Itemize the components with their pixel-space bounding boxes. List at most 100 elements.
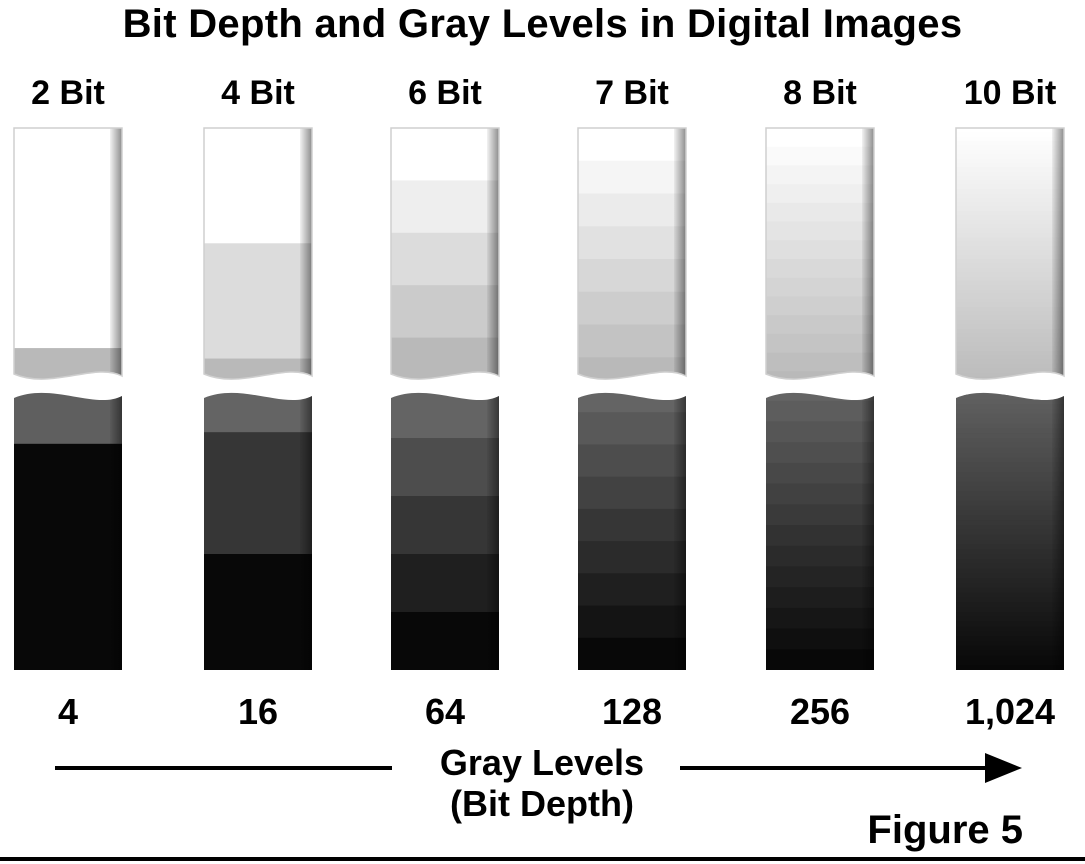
gray-step (956, 467, 1064, 473)
gray-step (956, 650, 1064, 657)
gray-step (578, 508, 686, 543)
gray-step (956, 583, 1064, 589)
gray-step (956, 423, 1064, 430)
bar-outline (390, 127, 500, 380)
gray-step (956, 272, 1064, 278)
gray-step (956, 167, 1064, 173)
gray-step (956, 298, 1064, 304)
gray-step (956, 346, 1064, 352)
gray-step (766, 146, 874, 167)
gray-level-count: 16 (238, 691, 278, 732)
gray-step (391, 392, 499, 439)
gray-step (578, 444, 686, 478)
gray-step (956, 621, 1064, 628)
gray-step (956, 180, 1064, 186)
gray-step (766, 371, 874, 380)
gray-step (956, 386, 1064, 391)
gray-step (956, 486, 1064, 493)
gray-step (14, 128, 122, 350)
gray-step (766, 333, 874, 354)
gray-step (578, 128, 686, 162)
gray-step (956, 136, 1064, 143)
gray-step (956, 607, 1064, 613)
gray-step (578, 324, 686, 359)
gray-step (956, 655, 1064, 662)
gray-step (956, 154, 1064, 160)
gray-step (14, 392, 122, 445)
figure-label: Figure 5 (867, 808, 1023, 852)
diagram-title: Bit Depth and Gray Levels in Digital Ima… (122, 2, 963, 46)
gray-step (766, 628, 874, 651)
bar-side-shade (674, 392, 686, 670)
gray-step (956, 355, 1064, 361)
bar-outline (13, 127, 123, 380)
bar-side-shade (862, 392, 874, 670)
gray-step (956, 350, 1064, 357)
gray-step (956, 496, 1064, 502)
axis-label: Gray Levels (Bit Depth) (392, 742, 692, 824)
gray-step (956, 333, 1064, 339)
gray-step (766, 392, 874, 402)
gray-level-count: 4 (58, 691, 78, 732)
gray-step (956, 399, 1064, 406)
bit-depth-label: 10 Bit (964, 74, 1057, 112)
gray-level-count: 128 (602, 691, 662, 732)
gray-step (766, 442, 874, 464)
gray-step (956, 289, 1064, 295)
gray-step (956, 660, 1064, 667)
gray-step (956, 631, 1064, 638)
gray-step (766, 483, 874, 506)
columns-layer: 2 Bit 4 4 Bit 16 6 Bit 64 7 Bit 128 8 Bit 256 10 B… (13, 74, 1065, 732)
axis-arrow (55, 753, 1022, 783)
gray-step (956, 515, 1064, 522)
gray-step (956, 626, 1064, 633)
gray-step (956, 452, 1064, 459)
gray-step (956, 505, 1064, 512)
bar-side-shade (487, 128, 499, 380)
axis-label-line2: (Bit Depth) (450, 783, 634, 824)
gray-step (766, 545, 874, 568)
gray-step (391, 232, 499, 287)
gray-step (956, 381, 1064, 386)
gray-step (956, 315, 1064, 322)
gray-step (956, 457, 1064, 464)
gray-step (956, 176, 1064, 182)
gray-step (956, 636, 1064, 642)
gray-step (204, 432, 312, 555)
gray-step (956, 263, 1064, 269)
bit-depth-label: 8 Bit (783, 74, 857, 112)
gray-step (14, 348, 122, 380)
gray-level-count: 1,024 (965, 691, 1055, 732)
gray-step (578, 541, 686, 575)
gray-step (956, 128, 1064, 134)
gray-step (956, 162, 1064, 169)
gray-step (766, 587, 874, 609)
gray-step (766, 525, 874, 547)
gray-step (391, 612, 499, 670)
bar-side-shade (487, 392, 499, 670)
bit-column: 7 Bit 128 (577, 74, 687, 732)
gray-step (956, 447, 1064, 454)
gray-step (956, 500, 1064, 507)
gray-step (956, 404, 1064, 410)
gray-step (204, 358, 312, 380)
gray-step (956, 259, 1064, 265)
gray-step (956, 442, 1064, 449)
bar-side-shade (1052, 392, 1064, 670)
gray-step (956, 578, 1064, 584)
gray-step (766, 352, 874, 373)
gray-step (391, 337, 499, 380)
gray-step (956, 267, 1064, 274)
bit-column: 2 Bit 4 (13, 74, 123, 732)
gray-step (766, 296, 874, 317)
gray-step (578, 160, 686, 195)
gray-step (956, 232, 1064, 239)
gray-step (766, 277, 874, 298)
gray-step (956, 307, 1064, 313)
gray-step (956, 202, 1064, 208)
gray-step (956, 320, 1064, 326)
gray-step (956, 573, 1064, 580)
gray-step (956, 145, 1064, 151)
gray-step (956, 280, 1064, 287)
